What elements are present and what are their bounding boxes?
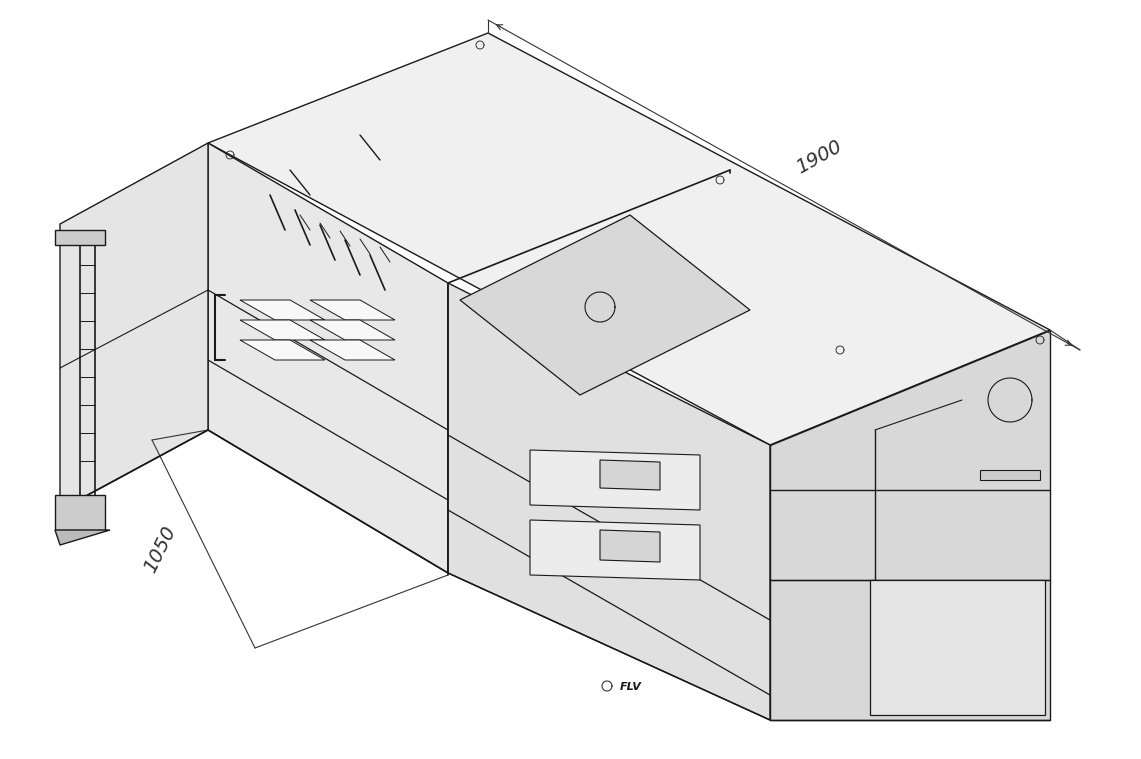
Polygon shape xyxy=(55,495,105,530)
Polygon shape xyxy=(240,300,325,320)
Polygon shape xyxy=(980,470,1039,480)
Text: FLV: FLV xyxy=(620,682,642,692)
Polygon shape xyxy=(60,143,208,510)
Polygon shape xyxy=(208,143,448,573)
Polygon shape xyxy=(869,580,1045,715)
Polygon shape xyxy=(310,320,395,340)
Polygon shape xyxy=(600,460,659,490)
Text: 1900: 1900 xyxy=(793,137,845,177)
Polygon shape xyxy=(531,450,699,510)
Polygon shape xyxy=(448,283,770,720)
Polygon shape xyxy=(600,530,659,562)
Polygon shape xyxy=(55,530,110,545)
Polygon shape xyxy=(55,230,105,245)
Polygon shape xyxy=(208,33,1050,445)
Polygon shape xyxy=(240,320,325,340)
Polygon shape xyxy=(460,215,750,395)
Polygon shape xyxy=(310,300,395,320)
Polygon shape xyxy=(770,330,1050,720)
Polygon shape xyxy=(310,340,395,360)
Polygon shape xyxy=(531,520,699,580)
Text: 1050: 1050 xyxy=(140,524,179,576)
Polygon shape xyxy=(240,340,325,360)
